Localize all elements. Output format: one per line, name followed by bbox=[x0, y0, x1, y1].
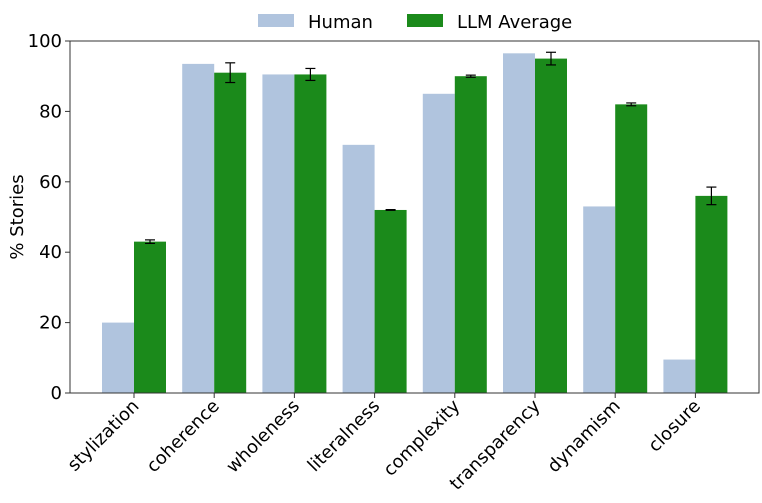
bar-llm-average-closure bbox=[695, 195, 728, 393]
bar-human-wholeness bbox=[262, 74, 295, 393]
plot-frame bbox=[69, 40, 760, 394]
error-bar-stylization bbox=[145, 239, 155, 244]
legend-swatch-human bbox=[258, 14, 294, 27]
bar-human-closure bbox=[663, 359, 696, 393]
error-bars bbox=[145, 51, 717, 244]
y-tick-label: 0 bbox=[51, 383, 62, 404]
error-bar-closure bbox=[706, 186, 717, 206]
x-tick-label-closure: closure bbox=[644, 396, 705, 457]
bar-llm-average-complexity bbox=[454, 76, 487, 393]
error-bar-complexity bbox=[465, 74, 476, 78]
y-tick-label: 100 bbox=[28, 31, 62, 52]
bar-llm-average-coherence bbox=[214, 72, 247, 394]
y-tick-label: 80 bbox=[39, 101, 62, 122]
y-ticks: 0 20 40 60 80 100 bbox=[28, 31, 70, 404]
bar-human-literalness bbox=[342, 144, 375, 393]
error-bar-dynamism bbox=[626, 102, 637, 107]
y-tick-label: 60 bbox=[39, 172, 62, 193]
x-tick-label-coherence: coherence bbox=[143, 396, 224, 477]
bar-human-transparency bbox=[503, 53, 535, 393]
bar-human-dynamism bbox=[583, 206, 616, 393]
bar-llm-average-wholeness bbox=[294, 74, 327, 393]
x-tick-label-wholeness: wholeness bbox=[222, 396, 304, 478]
bars bbox=[102, 53, 728, 394]
bar-llm-average-literalness bbox=[374, 209, 407, 393]
error-bar-coherence bbox=[225, 62, 236, 84]
legend-label-human: Human bbox=[308, 12, 373, 33]
x-tick-label-literalness: literalness bbox=[304, 396, 384, 476]
bar-llm-average-transparency bbox=[535, 58, 567, 393]
legend-swatch-llm-average bbox=[407, 14, 443, 27]
y-tick-label: 20 bbox=[39, 313, 62, 334]
bar-human-coherence bbox=[182, 63, 215, 393]
bar-human-stylization bbox=[102, 322, 134, 393]
error-bar-literalness bbox=[385, 209, 396, 211]
x-tick-label-stylization: stylization bbox=[64, 396, 144, 476]
bar-llm-average-stylization bbox=[134, 241, 166, 393]
x-tick-label-dynamism: dynamism bbox=[543, 396, 624, 477]
legend: Human LLM Average bbox=[258, 12, 572, 33]
bar-human-complexity bbox=[422, 93, 455, 394]
y-axis-label: % Stories bbox=[7, 174, 28, 259]
x-tick-label-complexity: complexity bbox=[379, 395, 464, 480]
bar-llm-average-dynamism bbox=[615, 104, 648, 394]
y-tick-label: 40 bbox=[39, 242, 62, 263]
error-bar-transparency bbox=[546, 51, 556, 66]
legend-label-llm-average: LLM Average bbox=[457, 12, 572, 33]
error-bar-wholeness bbox=[305, 67, 316, 82]
